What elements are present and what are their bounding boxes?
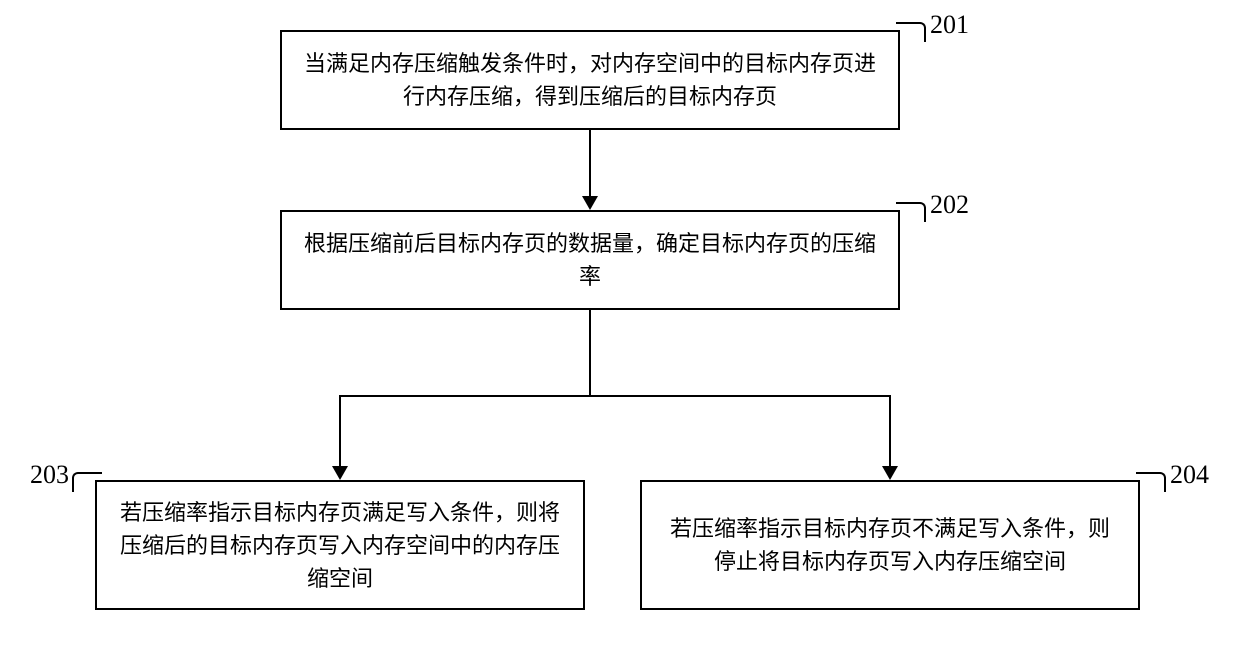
node-202-label: 202	[930, 190, 969, 220]
flowchart-node-202: 根据压缩前后目标内存页的数据量，确定目标内存页的压缩率	[280, 210, 900, 310]
node-203-text: 若压缩率指示目标内存页满足写入条件，则将压缩后的目标内存页写入内存空间中的内存压…	[117, 496, 563, 595]
arrow-left-branch	[339, 395, 341, 466]
arrow-right-branch	[889, 395, 891, 466]
node-202-text: 根据压缩前后目标内存页的数据量，确定目标内存页的压缩率	[302, 227, 878, 293]
node-204-label: 204	[1170, 460, 1209, 490]
arrow-left-head	[332, 466, 348, 480]
arrow-right-head	[882, 466, 898, 480]
flowchart-node-201: 当满足内存压缩触发条件时，对内存空间中的目标内存页进行内存压缩，得到压缩后的目标…	[280, 30, 900, 130]
node-201-text: 当满足内存压缩触发条件时，对内存空间中的目标内存页进行内存压缩，得到压缩后的目标…	[302, 47, 878, 113]
node-201-label: 201	[930, 10, 969, 40]
arrow-201-202-line	[589, 130, 591, 196]
flowchart-node-204: 若压缩率指示目标内存页不满足写入条件，则停止将目标内存页写入内存压缩空间	[640, 480, 1140, 610]
flowchart-node-203: 若压缩率指示目标内存页满足写入条件，则将压缩后的目标内存页写入内存空间中的内存压…	[95, 480, 585, 610]
node-204-bracket	[1136, 472, 1166, 492]
arrow-202-trunk	[589, 310, 591, 395]
node-203-label: 203	[30, 460, 69, 490]
node-202-bracket	[896, 202, 926, 222]
arrow-split-hbar	[339, 395, 891, 397]
node-201-bracket	[896, 22, 926, 42]
node-204-text: 若压缩率指示目标内存页不满足写入条件，则停止将目标内存页写入内存压缩空间	[662, 512, 1118, 578]
arrow-201-202-head	[582, 196, 598, 210]
node-203-bracket	[72, 472, 102, 492]
